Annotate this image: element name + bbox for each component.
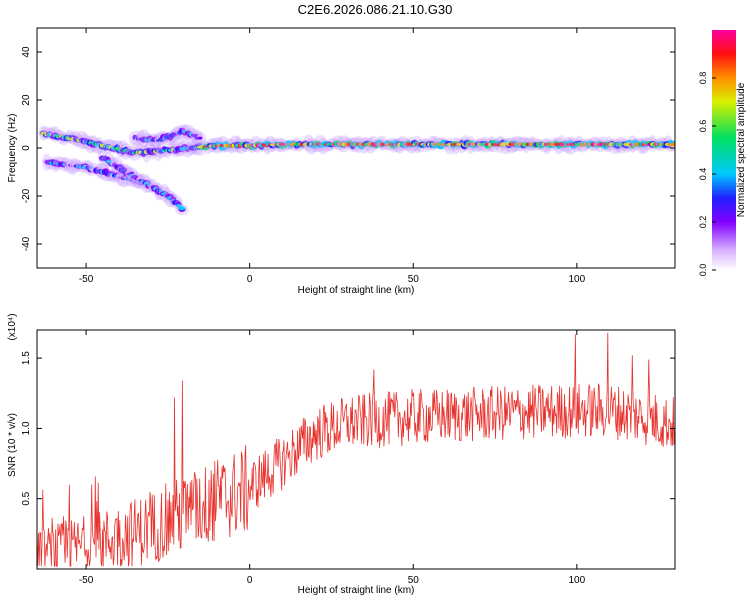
- x-tick-label: -50: [79, 575, 94, 586]
- heatmap-cell: [670, 142, 675, 147]
- y-tick-label: 0.5: [21, 491, 32, 505]
- snr-frame: [36, 329, 676, 570]
- x-tick-label: 0: [247, 274, 253, 285]
- colorbar-tick-label: 0.8: [698, 72, 708, 85]
- x-tick-label: 0: [247, 575, 253, 586]
- x-tick-label: 100: [569, 274, 586, 285]
- x-tick-label: 50: [408, 274, 420, 285]
- y-tick-label: 40: [21, 46, 32, 58]
- colorbar-tick-label: 0.6: [698, 120, 708, 133]
- snr-ylabel: SNR (10 * v/v): [7, 413, 18, 477]
- snr-axes: -50 0 50 100 0.5 1.0 1.5: [21, 330, 675, 586]
- y-tick-label: -40: [21, 236, 32, 251]
- y-tick-label: 1.5: [21, 351, 32, 365]
- colorbar-gradient: [712, 30, 736, 270]
- y-tick-label: 1.0: [21, 421, 32, 435]
- x-tick-label: -50: [79, 274, 94, 285]
- spectrogram-xlabel: Height of straight line (km): [298, 285, 415, 296]
- colorbar-tick-label: 0.0: [698, 264, 708, 277]
- snr-multiplier: (x10⁴): [7, 313, 18, 340]
- spectrogram-ylabel: Frequency (Hz): [7, 114, 18, 183]
- colorbar-tick-label: 0.4: [698, 168, 708, 181]
- colorbar-ticks: 0.0 0.2 0.4 0.6 0.8: [698, 72, 716, 277]
- colorbar-label: Normalized spectral amplitude: [736, 82, 747, 217]
- colorbar: 0.0 0.2 0.4 0.6 0.8 Normalized spectral ampl…: [698, 30, 747, 276]
- heatmap-marks: [38, 123, 675, 216]
- x-tick-label: 100: [569, 575, 586, 586]
- figure-title: C2E6.2026.086.21.10.G30: [298, 2, 453, 17]
- x-tick-label: 50: [408, 575, 420, 586]
- y-tick-label: -20: [21, 188, 32, 203]
- y-tick-label: 0: [21, 145, 32, 151]
- snr-plot: -50 0 50 100 0.5 1.0 1.5 Height of straight li…: [7, 313, 676, 596]
- heatmap-cell: [197, 136, 203, 140]
- spectrogram-axes: -50 0 50 100 -40 -20 0 20 40: [21, 28, 675, 285]
- colorbar-tick-label: 0.2: [698, 216, 708, 229]
- snr-series-line: [37, 332, 675, 567]
- heatmap-cell: [178, 206, 186, 211]
- spectrogram-plot: -50 0 50 100 -40 -20 0 20 40 Height of straight …: [7, 27, 676, 296]
- y-tick-label: 20: [21, 94, 32, 106]
- snr-xlabel: Height of straight line (km): [298, 585, 415, 596]
